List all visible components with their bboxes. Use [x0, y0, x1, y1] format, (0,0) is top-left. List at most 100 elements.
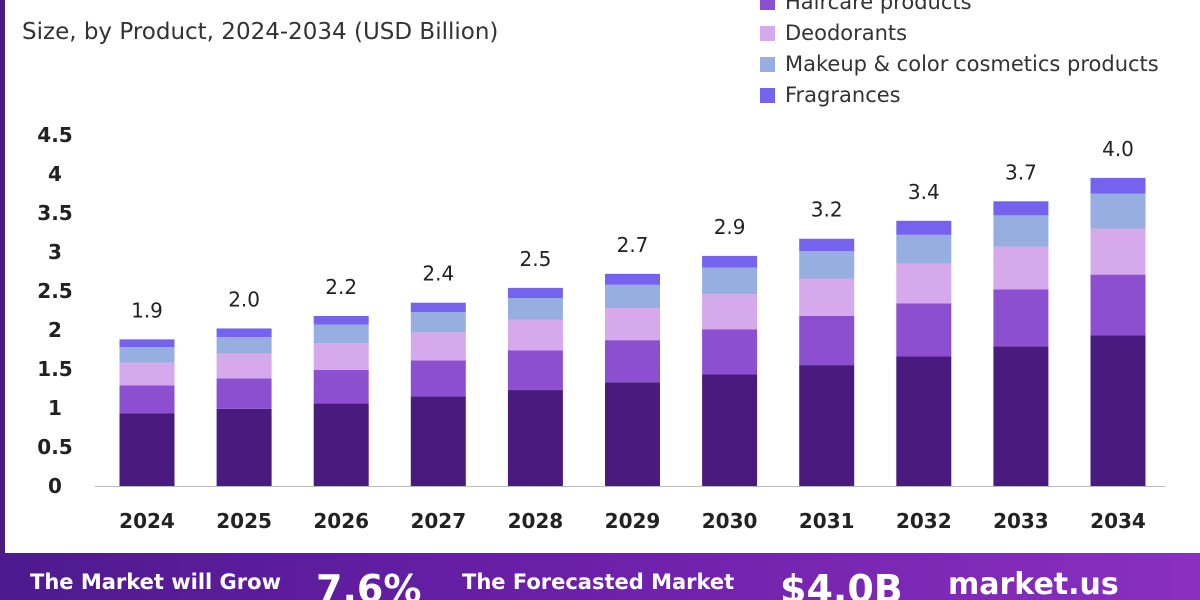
bar-segment-deodorants [993, 246, 1049, 290]
footer-forecast-text: The Forecasted Market [462, 570, 735, 594]
bar-segment-haircare-products [993, 289, 1049, 347]
legend-swatch-deodorants [760, 25, 775, 41]
bar-segment-fragrances [896, 220, 952, 235]
legend-item-deodorants: Deodorants [760, 21, 907, 45]
bar-segment-skincare-products [799, 365, 855, 486]
legend-label-deodorants: Deodorants [785, 21, 908, 45]
legend-swatch-haircare [760, 0, 775, 10]
bar-segment-makeup-color-cosmetics-products [410, 312, 466, 333]
bar-segment-haircare-products [896, 303, 952, 357]
bar-segment-fragrances [605, 273, 660, 285]
y-tick-label: 2.5 [37, 279, 72, 303]
legend-item-haircare: Haircare products [760, 0, 972, 14]
bar-segment-haircare-products [799, 315, 855, 366]
legend-item-fragrances: Fragrances [760, 83, 901, 107]
x-tick-label: 2025 [216, 509, 272, 533]
bar-segment-haircare-products [605, 340, 660, 383]
bar-segment-makeup-color-cosmetics-products [216, 337, 272, 354]
bar-segment-haircare-products [119, 385, 175, 414]
bar-segment-deodorants [1090, 228, 1146, 275]
y-tick-label: 4.5 [37, 123, 72, 147]
bar-segment-deodorants [605, 308, 660, 341]
bar-total-label: 2.2 [325, 275, 357, 299]
bar-segment-skincare-products [216, 408, 272, 486]
bar-segment-haircare-products [313, 369, 369, 404]
bar-total-label: 3.2 [811, 198, 843, 222]
bar-segment-deodorants [216, 353, 272, 379]
legend-swatch-fragrances [760, 87, 775, 103]
y-tick-label: 3 [48, 240, 62, 264]
y-tick-label: 1 [48, 396, 62, 420]
bar-segment-skincare-products [410, 396, 466, 486]
bar-segment-deodorants [896, 263, 952, 304]
bar-total-label: 2.7 [617, 233, 649, 257]
bar-segment-haircare-products [1090, 274, 1146, 336]
bar-segment-deodorants [702, 294, 758, 330]
market-us-logo: market.us [948, 567, 1119, 600]
bar-segment-fragrances [313, 315, 369, 325]
bar-segment-makeup-color-cosmetics-products [313, 324, 369, 344]
bar-total-label: 1.9 [131, 298, 163, 322]
bar-segment-fragrances [410, 302, 466, 313]
bar-segment-haircare-products [410, 360, 466, 397]
legend-label-makeup: Makeup & color cosmetics products [785, 52, 1159, 76]
bar-segment-skincare-products [119, 413, 175, 486]
bar-segment-deodorants [119, 362, 175, 386]
bar-segment-fragrances [702, 255, 758, 268]
footer-forecast-value: $4.0B [780, 567, 903, 600]
legend-swatch-makeup [760, 56, 775, 72]
legend-label-fragrances: Fragrances [785, 83, 901, 107]
bar-segment-makeup-color-cosmetics-products [605, 284, 660, 309]
bar-segment-makeup-color-cosmetics-products [507, 298, 563, 320]
bar-segment-makeup-color-cosmetics-products [799, 251, 855, 279]
bar-total-label: 2.9 [714, 215, 746, 239]
bar-segment-fragrances [119, 339, 175, 348]
bar-segment-deodorants [799, 278, 855, 316]
x-tick-label: 2024 [119, 509, 175, 533]
bar-segment-skincare-products [507, 390, 563, 486]
bar-total-label: 4.0 [1102, 137, 1134, 161]
x-tick-label: 2031 [799, 509, 855, 533]
bar-segment-fragrances [993, 201, 1049, 216]
bar-total-label: 3.4 [908, 180, 940, 204]
bar-total-label: 2.4 [422, 262, 454, 286]
bar-segment-haircare-products [702, 329, 758, 375]
x-tick-label: 2034 [1090, 509, 1146, 533]
footer-banner: The Market will Grow 7.6% The Forecasted… [0, 553, 1200, 600]
bar-segment-skincare-products [702, 374, 758, 486]
bar-segment-skincare-products [993, 346, 1049, 486]
x-tick-label: 2026 [313, 509, 369, 533]
bar-segment-fragrances [507, 287, 563, 299]
bar-segment-deodorants [313, 343, 369, 370]
bar-segment-makeup-color-cosmetics-products [993, 215, 1049, 247]
bar-segment-skincare-products [1090, 335, 1146, 486]
bar-segment-haircare-products [507, 350, 563, 391]
bar-segment-haircare-products [216, 378, 272, 409]
bar-segment-makeup-color-cosmetics-products [896, 234, 952, 264]
bar-segment-fragrances [216, 328, 272, 338]
left-accent-border [0, 0, 5, 560]
chart-subtitle: Size, by Product, 2024-2034 (USD Billion… [22, 19, 499, 45]
stacked-bar-chart: 0 0.5 1 1.5 2 2.5 3 3.5 4 4.5 1.9 2024 2.0 2025 2.2 202… [37, 123, 1165, 533]
x-tick-label: 2027 [410, 509, 466, 533]
bar-total-label: 2.0 [228, 287, 260, 311]
legend-item-makeup: Makeup & color cosmetics products [760, 52, 1159, 76]
x-tick-label: 2030 [702, 509, 758, 533]
y-tick-label: 0 [48, 474, 62, 498]
x-tick-label: 2033 [993, 509, 1049, 533]
bar-segment-makeup-color-cosmetics-products [119, 347, 175, 363]
bar-total-label: 2.5 [519, 247, 551, 271]
bar-segment-fragrances [799, 238, 855, 252]
bar-segment-makeup-color-cosmetics-products [702, 267, 758, 295]
y-tick-label: 3.5 [37, 201, 72, 225]
x-tick-label: 2028 [508, 509, 564, 533]
y-tick-label: 2 [48, 318, 62, 342]
bar-segment-deodorants [507, 319, 563, 351]
bar-segment-skincare-products [605, 382, 660, 486]
bar-segment-fragrances [1090, 177, 1146, 194]
bar-segment-skincare-products [896, 356, 952, 486]
footer-growth-value: 7.6% [316, 567, 422, 600]
bar-segment-skincare-products [313, 403, 369, 486]
bar-total-label: 3.7 [1005, 160, 1037, 184]
y-tick-label: 1.5 [37, 357, 72, 381]
